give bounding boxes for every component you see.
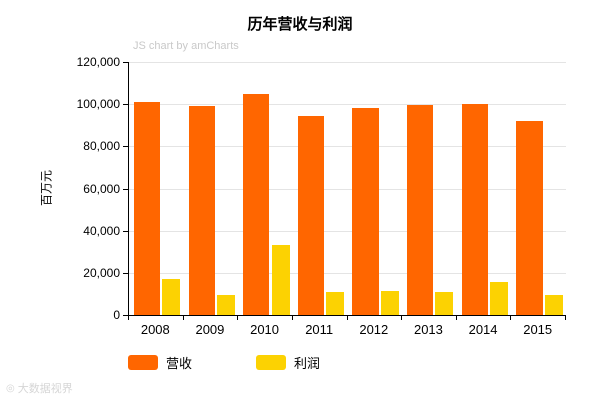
x-axis-tick	[510, 316, 512, 320]
bar-series1-2011[interactable]	[326, 291, 345, 315]
y-axis-tick-label: 0	[113, 308, 120, 322]
gridline	[129, 230, 566, 232]
bar-series0-2012[interactable]	[352, 108, 379, 315]
y-axis-tick-label: 120,000	[76, 55, 120, 69]
y-axis-tick	[123, 188, 128, 190]
x-axis-tick	[565, 316, 566, 320]
legend-marker-icon	[128, 355, 158, 370]
y-axis-tick-label: 20,000	[83, 265, 120, 280]
bar-series0-2009[interactable]	[188, 106, 215, 315]
bar-series1-2013[interactable]	[435, 291, 454, 315]
y-axis-tick-label: 100,000	[76, 97, 120, 112]
plot-area	[128, 62, 566, 316]
x-axis-tick	[455, 316, 457, 320]
x-axis-tick	[128, 316, 129, 320]
y-axis-tick	[123, 230, 128, 232]
x-axis-tick-label: 2011	[305, 322, 334, 337]
gridline	[129, 272, 566, 274]
legend-item-0[interactable]: 营收	[128, 353, 192, 372]
amcharts-credit-link[interactable]: JS chart by amCharts	[133, 40, 239, 52]
bar-series1-2009[interactable]	[216, 294, 235, 315]
x-axis-tick-label: 2014	[468, 322, 498, 337]
bar-series0-2015[interactable]	[516, 121, 543, 315]
bar-series1-2014[interactable]	[490, 282, 509, 315]
bar-series0-2008[interactable]	[133, 102, 161, 315]
gridline	[129, 188, 566, 190]
y-axis-tick	[123, 146, 128, 148]
y-axis-title: 百万元	[39, 169, 54, 207]
bar-series1-2015[interactable]	[544, 294, 563, 315]
watermark: ◎ 大数据视界	[6, 380, 73, 396]
watermark-text: 大数据视界	[17, 383, 73, 395]
y-axis-tick	[123, 272, 128, 274]
bar-series0-2010[interactable]	[243, 93, 270, 315]
bar-series1-2010[interactable]	[271, 245, 290, 315]
y-axis-tick	[123, 315, 128, 316]
bar-series1-2012[interactable]	[380, 290, 399, 315]
bar-series0-2013[interactable]	[407, 105, 434, 315]
x-axis-tick-label: 2015	[523, 322, 553, 337]
x-axis-tick-label: 2009	[195, 322, 225, 337]
y-axis-tick-label: 40,000	[83, 223, 120, 238]
gridline	[129, 62, 566, 63]
gridline	[129, 146, 566, 148]
y-axis-tick	[123, 62, 128, 63]
bar-series0-2014[interactable]	[461, 104, 488, 315]
bar-series1-2008[interactable]	[162, 279, 181, 315]
gridline	[129, 104, 566, 106]
x-axis-tick-label: 2013	[413, 322, 443, 337]
x-axis-tick	[291, 316, 293, 320]
y-axis-tick-label: 60,000	[83, 181, 120, 196]
x-axis-tick	[346, 316, 348, 320]
legend-item-1[interactable]: 利润	[256, 353, 320, 372]
x-axis-tick	[182, 316, 184, 320]
x-axis-tick-label: 2008	[140, 322, 170, 337]
bar-series0-2011[interactable]	[297, 115, 324, 315]
y-axis-tick-label: 80,000	[83, 139, 120, 154]
watermark-icon: ◎	[6, 382, 15, 394]
chart-title: 历年营收与利润	[247, 16, 353, 33]
legend-label: 利润	[294, 356, 321, 371]
legend-marker-icon	[256, 355, 287, 370]
x-axis-tick	[237, 316, 239, 320]
x-axis-tick-label: 2012	[359, 322, 389, 337]
x-axis-tick-label: 2010	[250, 322, 280, 337]
y-axis-tick	[123, 104, 128, 106]
x-axis-tick	[401, 316, 403, 320]
legend-label: 营收	[166, 356, 193, 371]
legend: 营收 利润	[128, 353, 320, 372]
